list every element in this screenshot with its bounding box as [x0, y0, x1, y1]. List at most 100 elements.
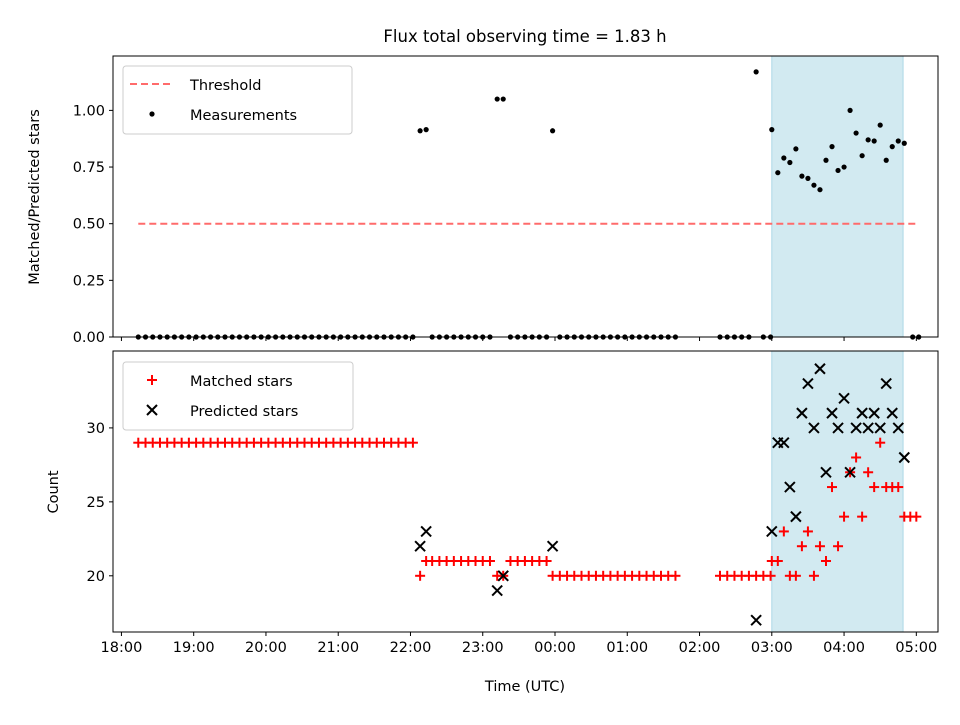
top-chart-title: Flux total observing time = 1.83 h [383, 27, 666, 46]
measurement-point [871, 138, 877, 144]
top-legend-box [122, 65, 353, 135]
x-tick-label: 05:00 [895, 640, 937, 656]
predicted-stars-point [826, 407, 838, 419]
measurement-point [417, 128, 423, 134]
predicted-stars-point [784, 481, 796, 493]
y-tick-label: 0.25 [73, 273, 105, 289]
measurement-point [883, 157, 889, 163]
matched-stars-point [765, 570, 776, 581]
top-legend: Threshold Measurements [122, 65, 353, 135]
measurement-point [829, 144, 835, 150]
matched-stars-point [541, 556, 552, 567]
bottom-shaded-span [771, 350, 904, 633]
measurement-point [865, 137, 871, 143]
predicted-stars-point [838, 392, 850, 405]
measurement-point [494, 96, 500, 102]
x-tick-label: 20:00 [245, 640, 287, 656]
predicted-stars-point [880, 377, 892, 390]
predicted-stars-point [856, 407, 868, 419]
threshold-legend-label: Threshold [189, 78, 261, 94]
predicted-stars-point [886, 407, 898, 419]
predicted-stars-point [802, 377, 814, 390]
measurement-point [841, 164, 847, 170]
predicted-stars-point [868, 407, 880, 419]
x-tick-label: 18:00 [101, 640, 143, 656]
predicted-stars-point [420, 525, 432, 538]
matched-stars-point [820, 556, 831, 567]
x-tick-label: 21:00 [317, 640, 359, 656]
y-tick-label: 1.00 [73, 103, 105, 119]
predicted-stars-point [808, 422, 820, 434]
y-tick-label: 25 [87, 495, 105, 511]
matched-stars-point [875, 437, 886, 448]
measurement-point [775, 170, 781, 176]
predicted-stars-point [862, 422, 874, 434]
predicted-stars-point [898, 451, 910, 464]
measurement-point [823, 157, 829, 163]
matched-stars-point [772, 556, 783, 567]
top-plot-frame [112, 55, 939, 338]
measurement-point [895, 138, 901, 144]
measurement-point [769, 127, 775, 133]
matched-stars-point [863, 467, 874, 478]
measurement-point [901, 140, 907, 146]
measurement-point [787, 159, 793, 166]
measurement-point [753, 69, 759, 75]
measurement-point [817, 187, 823, 193]
matched-stars-point [415, 570, 426, 581]
matched-stars-point [802, 526, 813, 537]
top-y-axis-label: Matched/Predicted stars [27, 109, 43, 285]
bottom-plot-frame [112, 350, 939, 633]
measurement-point [500, 96, 506, 102]
bottom-ticks: 18:00 19:00 20:00 21:00 22:00 23:00 00:00 01:00… [87, 421, 938, 656]
measurement-point [799, 173, 805, 179]
predicted-stars-point [832, 422, 844, 434]
predicted-stars-point [790, 510, 802, 523]
top-panel: 0.00 0.25 0.50 0.75 1.00 Matched/Predicted s… [27, 55, 939, 346]
matched-stars-point [833, 541, 844, 552]
y-tick-label: 20 [87, 569, 105, 585]
x-tick-label: 02:00 [679, 640, 721, 656]
y-tick-label: 0.00 [73, 330, 105, 346]
matched-stars-point [851, 452, 862, 463]
measurements-legend-label: Measurements [190, 108, 297, 124]
x-tick-label: 22:00 [390, 640, 432, 656]
matched-stars-point [893, 482, 904, 493]
x-tick-label: 04:00 [823, 640, 865, 656]
bottom-panel: 18:00 19:00 20:00 21:00 22:00 23:00 00:00 01:00… [46, 350, 939, 695]
x-tick-label: 19:00 [173, 640, 215, 656]
measurement-point [853, 130, 859, 136]
measurement-point [847, 107, 853, 113]
predicted-stars-point [850, 422, 862, 434]
y-tick-label: 0.75 [73, 160, 105, 176]
matched-stars-point [484, 556, 495, 567]
measurement-point [877, 122, 883, 128]
predicted-stars-point [892, 422, 904, 434]
measurement-point [811, 182, 817, 188]
predicted-stars-point [778, 436, 790, 449]
x-tick-label: 03:00 [751, 640, 793, 656]
matched-stars-point [911, 511, 922, 522]
predicted-stars-point [820, 466, 832, 478]
matched-stars-legend-swatch [147, 375, 157, 385]
matched-stars-point [869, 482, 880, 493]
matched-stars-legend-label: Matched stars [190, 374, 293, 390]
matched-stars-point [857, 511, 868, 522]
predicted-stars-legend-swatch [146, 404, 158, 416]
matched-stars-point [839, 511, 850, 522]
predicted-stars-point [497, 570, 509, 582]
measurements-legend-swatch [149, 111, 155, 117]
x-tick-label: 01:00 [606, 640, 648, 656]
y-tick-label: 30 [87, 421, 105, 437]
matched-stars-point [808, 570, 819, 581]
matched-stars-point [796, 541, 807, 552]
matched-stars-point [670, 570, 681, 581]
predicted-stars-point [546, 540, 559, 552]
bottom-y-axis-label: Count [46, 470, 62, 513]
measurement-point [835, 167, 841, 174]
predicted-stars-point [750, 614, 762, 626]
bottom-legend-box [122, 361, 354, 431]
top-ticks: 0.00 0.25 0.50 0.75 1.00 [73, 103, 917, 346]
x-tick-label: 23:00 [462, 640, 504, 656]
